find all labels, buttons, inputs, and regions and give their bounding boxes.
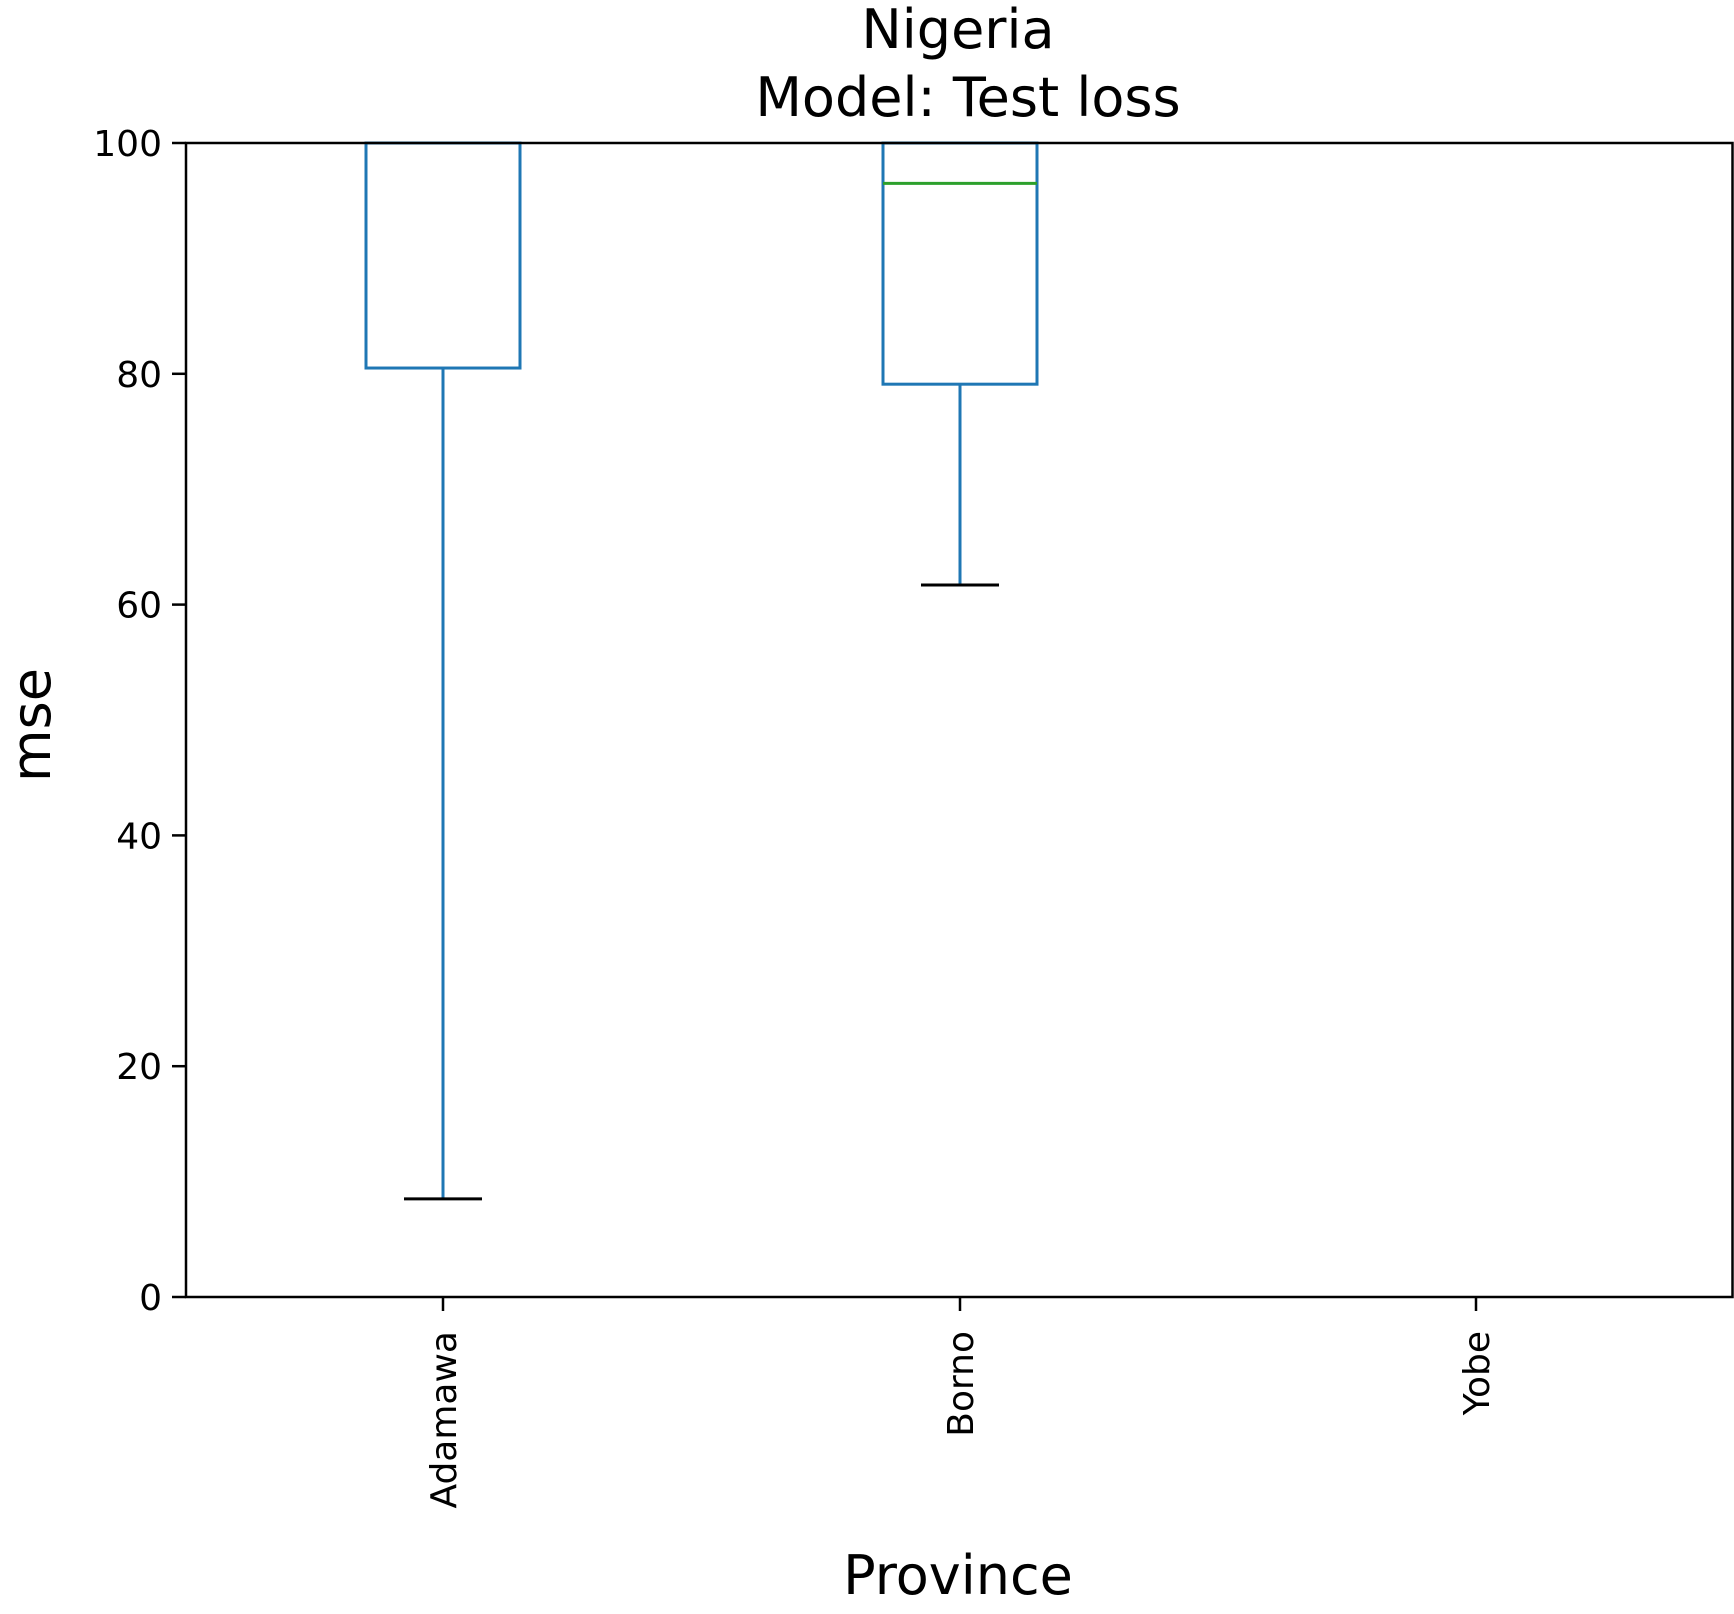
chart-subtitle: Model: Test loss	[755, 66, 1180, 129]
box-adamawa	[364, 141, 522, 370]
plot-frame	[184, 141, 1734, 1299]
box-borno	[881, 141, 1039, 386]
chart-title: Nigeria	[861, 0, 1054, 61]
x-axis-label: Province	[843, 1544, 1073, 1607]
y-axis-label: mse	[0, 668, 63, 782]
y-tick-label: 100	[93, 124, 162, 165]
y-tick-label: 80	[116, 355, 162, 396]
x-tick-label: Borno	[941, 1331, 982, 1437]
plot-area: 0 20 40 60 80 100 Adamawa Borno Yobe	[93, 124, 1734, 1509]
y-tick-label: 20	[116, 1047, 162, 1088]
y-tick-label: 0	[139, 1278, 162, 1319]
y-tick-label: 40	[116, 816, 162, 857]
x-tick-label: Yobe	[1457, 1331, 1498, 1416]
y-tick-label: 60	[116, 586, 162, 627]
x-tick-label: Adamawa	[424, 1331, 465, 1509]
